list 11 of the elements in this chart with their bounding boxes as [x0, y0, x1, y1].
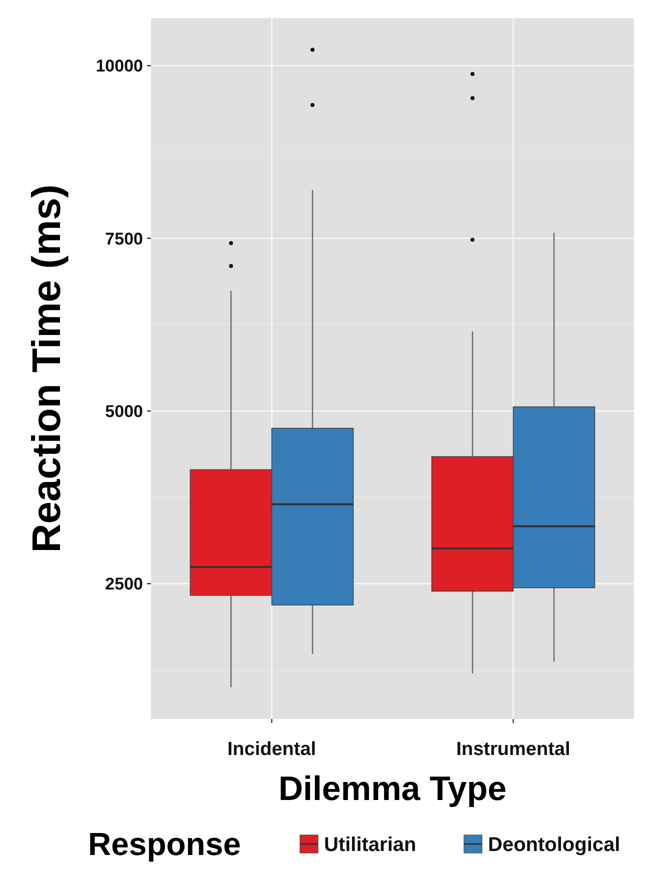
legend-label: Utilitarian — [324, 834, 416, 856]
y-tick-label: 2500 — [105, 574, 143, 594]
x-tick-label: Instrumental — [456, 739, 570, 760]
x-tick-label: Incidental — [227, 739, 316, 760]
legend-label: Deontological — [488, 834, 620, 856]
y-tick-label: 5000 — [105, 402, 143, 421]
legend-title: Response — [88, 826, 241, 862]
x-axis-title: Dilemma Type — [278, 770, 507, 808]
y-tick-label: 10000 — [96, 56, 143, 76]
y-tick-label: 7500 — [105, 229, 143, 248]
y-axis-title: Reaction Time (ms) — [25, 184, 69, 553]
